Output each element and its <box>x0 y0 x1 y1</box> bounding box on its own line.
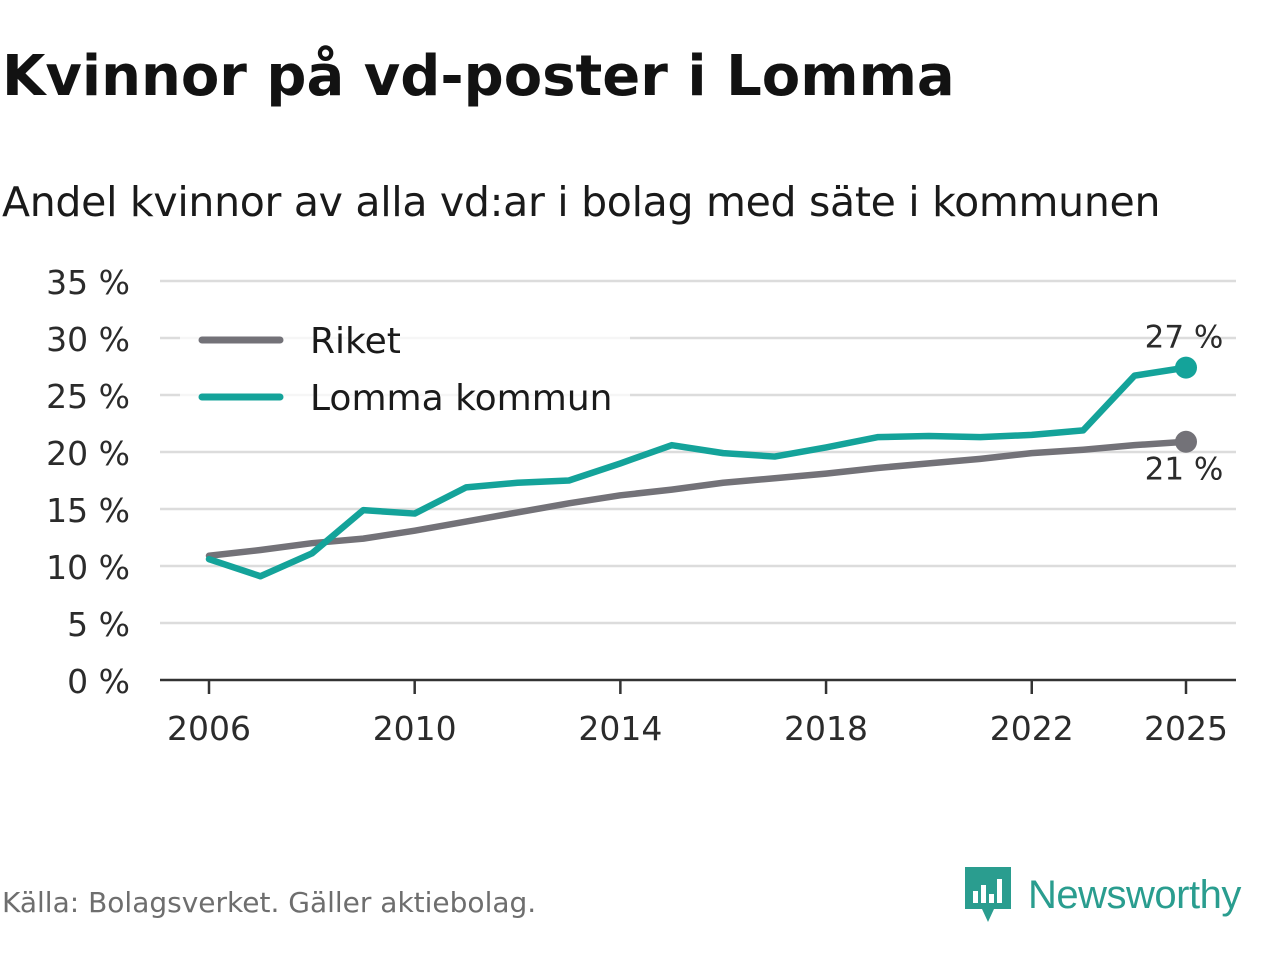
newsworthy-bar-chart-icon <box>965 867 1011 922</box>
y-tick-label: 5 % <box>67 605 130 644</box>
y-tick-label: 10 % <box>46 548 130 587</box>
x-tick-label: 2025 <box>1144 709 1228 748</box>
x-tick-label: 2006 <box>167 709 251 748</box>
y-tick-label: 25 % <box>46 377 130 416</box>
x-tick-label: 2018 <box>784 709 868 748</box>
y-tick-label: 35 % <box>46 263 130 302</box>
source-note: Källa: Bolagsverket. Gäller aktiebolag. <box>2 886 537 919</box>
brand-logo: Newsworthy <box>962 862 1241 928</box>
legend-background <box>180 312 630 430</box>
y-tick-label: 0 % <box>67 662 130 701</box>
end-marker <box>1175 430 1197 453</box>
brand-name: Newsworthy <box>1028 872 1241 917</box>
axes: 0 % 5 % 10 % 15 % 20 % 25 % 30 % 35 % 2006 2010 20… <box>46 263 1236 748</box>
x-tick-label: 2014 <box>578 709 662 748</box>
legend-label: Lomma kommun <box>310 378 612 419</box>
data-labels: 21 % 27 % <box>1145 320 1224 488</box>
x-tick-label: 2010 <box>373 709 457 748</box>
chart-subtitle: Andel kvinnor av alla vd:ar i bolag med … <box>2 178 1161 226</box>
end-label: 27 % <box>1145 320 1224 356</box>
y-tick-label: 20 % <box>46 434 130 473</box>
legend: Riket Lomma kommun <box>180 312 630 430</box>
chart-title: Kvinnor på vd-poster i Lomma <box>2 44 955 109</box>
y-tick-label: 15 % <box>46 491 130 530</box>
line-chart: 0 % 5 % 10 % 15 % 20 % 25 % 30 % 35 % 2006 2010 20… <box>46 263 1236 748</box>
series-line-riket <box>205 438 1190 559</box>
end-label: 21 % <box>1145 452 1224 488</box>
end-marker <box>1175 356 1197 379</box>
legend-label: Riket <box>310 321 401 362</box>
series-line-lomma <box>205 364 1190 580</box>
x-tick-label: 2022 <box>990 709 1074 748</box>
series-lines <box>205 356 1197 580</box>
y-tick-label: 30 % <box>46 320 130 359</box>
